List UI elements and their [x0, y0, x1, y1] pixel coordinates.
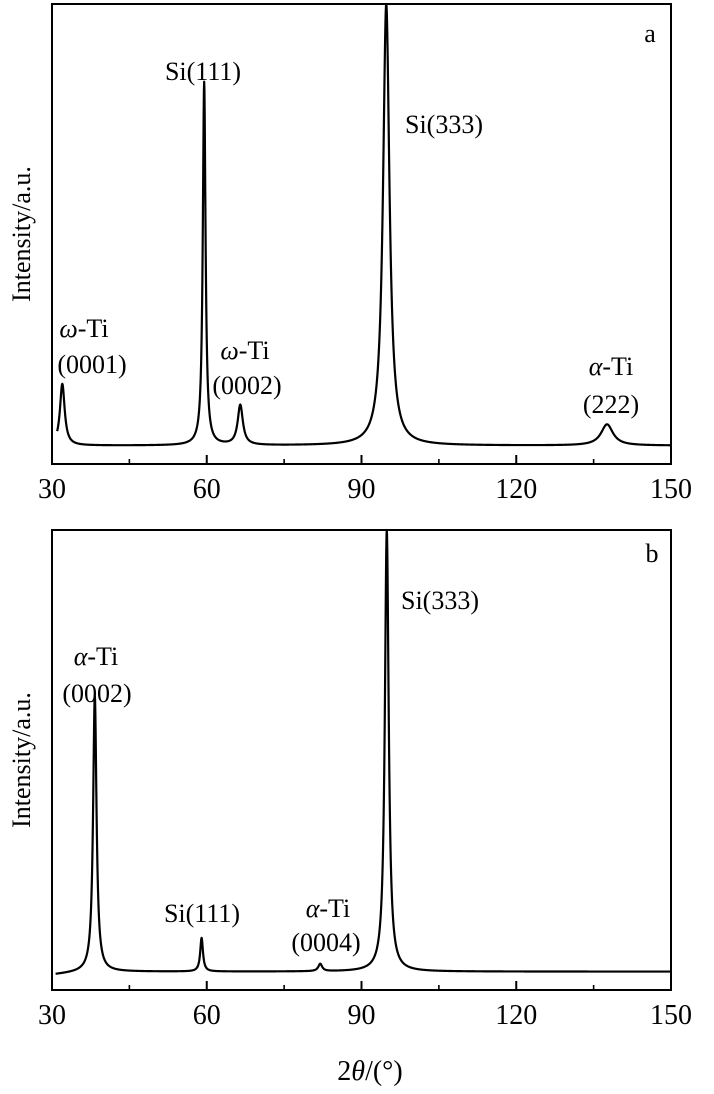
peak-labels-b: α-Ti (0002) Si(111) α-Ti (0004) Si(333): [62, 586, 479, 957]
diffraction-curve-a: [56, 2, 672, 447]
x-axis-ticks-a: 30 60 90 120 150: [38, 455, 692, 505]
peak-label: Si(111): [164, 899, 240, 928]
x-tick-label: 150: [650, 474, 692, 505]
x-axis-ticks-b: 30 60 90 120 150: [38, 981, 692, 1031]
peak-label: (0001): [57, 350, 126, 379]
y-axis-label-b: Intensity/a.u.: [7, 692, 36, 828]
panel-b: b Intensity/a.u. 30 60 90 120 150 α-Ti (0002)…: [7, 528, 692, 1031]
plot-frame-a: [51, 3, 672, 465]
x-tick-label: 60: [193, 474, 221, 505]
x-tick-label: 120: [495, 474, 537, 505]
peak-labels-a: ω-Ti (0001) Si(111) ω-Ti (0002) Si(333) α-Ti (2…: [57, 57, 639, 419]
peak-label: (0002): [62, 679, 131, 708]
panel-label-a: a: [644, 19, 656, 48]
panel-a: a Intensity/a.u. 30 60 90 120 150 ω-Ti (0001)…: [7, 2, 692, 505]
peak-label: (0004): [291, 928, 360, 957]
panel-label-b: b: [646, 539, 659, 568]
x-tick-label: 60: [193, 1000, 221, 1031]
plot-frame-b: [51, 529, 672, 991]
peak-label: Si(111): [165, 57, 241, 86]
peak-label: (0002): [212, 371, 281, 400]
diffraction-curve-b: [54, 528, 672, 975]
peak-label: α-Ti: [589, 352, 634, 381]
peak-label: (222): [583, 390, 639, 419]
x-tick-label: 30: [38, 474, 66, 505]
peak-label: Si(333): [401, 586, 479, 615]
x-tick-label: 120: [495, 1000, 537, 1031]
x-tick-label: 90: [348, 1000, 376, 1031]
x-tick-label: 150: [650, 1000, 692, 1031]
peak-label: ω-Ti: [59, 314, 108, 343]
peak-label: α-Ti: [306, 894, 351, 923]
peak-label: Si(333): [405, 110, 483, 139]
peak-label: ω-Ti: [220, 336, 269, 365]
peak-label: α-Ti: [74, 642, 119, 671]
x-axis-label: 2θ/(°): [337, 1056, 402, 1087]
x-tick-label: 30: [38, 1000, 66, 1031]
y-axis-label-a: Intensity/a.u.: [7, 166, 36, 302]
x-tick-label: 90: [348, 474, 376, 505]
